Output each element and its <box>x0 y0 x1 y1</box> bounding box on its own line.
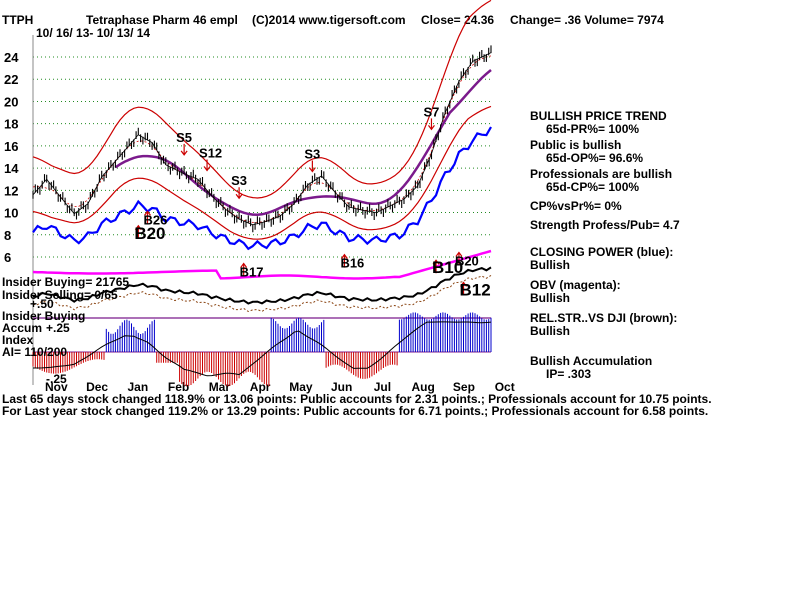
closing-power-label: CLOSING POWER (blue): <box>530 245 674 259</box>
lower-band-line <box>32 105 492 240</box>
signal-label-7: B17 <box>240 265 264 280</box>
signal-label-10: B10 <box>432 258 463 277</box>
y-tick-label-10: 10 <box>4 206 18 221</box>
y-tick-label-16: 16 <box>4 139 18 154</box>
accum-side-title: Bullish Accumulation <box>530 354 653 368</box>
change-volume: Change= .36 Volume= 7974 <box>510 13 664 27</box>
signal-arrow-3 <box>308 160 316 173</box>
x-tick-label-Jun: Jun <box>331 380 352 394</box>
ticker: TTPH <box>2 13 34 27</box>
upper-band-line <box>32 0 492 199</box>
pr-value: 65d-PR%= 100% <box>546 122 640 136</box>
y-tick-label-22: 22 <box>4 72 18 87</box>
y-tick-label-24: 24 <box>4 50 19 65</box>
pros-status: Professionals are bullish <box>530 167 673 181</box>
y-tick-label-14: 14 <box>4 161 19 176</box>
x-tick-label-May: May <box>289 380 313 394</box>
signal-arrow-11 <box>460 281 467 296</box>
obv-state: Bullish <box>530 291 571 305</box>
signal-label-6: B20 <box>134 224 165 243</box>
signal-label-8: B16 <box>340 256 364 271</box>
signal-arrow-7 <box>240 262 248 277</box>
signal-label-11: B12 <box>460 280 491 299</box>
signal-arrow-6 <box>134 224 142 239</box>
insider-buying-label: Insider Buying= 21765 <box>2 275 130 289</box>
x-tick-label-Jul: Jul <box>374 380 391 394</box>
rel-strength-line <box>32 266 492 305</box>
accum-title: Accum <box>2 321 43 335</box>
strength-value: Strength Profess/Pub= 4.7 <box>530 218 680 232</box>
moving-average-line <box>114 69 492 216</box>
signal-label-1: S12 <box>199 145 222 160</box>
signal-arrow-1 <box>203 159 211 172</box>
relstr-state: Bullish <box>530 324 571 338</box>
signal-arrow-8 <box>340 253 348 268</box>
cpvspr-value: CP%vsPr%= 0% <box>530 199 622 213</box>
signal-arrow-2 <box>235 187 243 200</box>
y-tick-label-18: 18 <box>4 117 18 132</box>
closing-power-line <box>32 126 492 251</box>
accum-ai-label: AI= 110/200 <box>2 345 68 359</box>
accum-index-label: Index <box>2 333 34 347</box>
x-tick-label-Apr: Apr <box>250 380 271 394</box>
y-tick-label-12: 12 <box>4 183 18 198</box>
insider-zero-label: +.50 <box>30 297 54 311</box>
y-tick-label-8: 8 <box>4 228 11 243</box>
signal-label-4: S7 <box>423 104 439 119</box>
close-value: Close= 24.36 <box>421 13 495 27</box>
signal-label-5: B26 <box>144 212 168 227</box>
y-tick-label-20: 20 <box>4 94 18 109</box>
y-tick-label-6: 6 <box>4 250 11 265</box>
ip-value: IP= .303 <box>546 367 592 381</box>
signal-label-3: S3 <box>304 147 320 162</box>
cp-value: 65d-CP%= 100% <box>546 180 640 194</box>
obv-line <box>32 249 492 280</box>
footer-line-2: For Last year stock changed 119.2% or 13… <box>2 404 709 418</box>
public-status: Public is bullish <box>530 138 622 152</box>
accum-plus-label: +.25 <box>46 321 70 335</box>
x-tick-label-Jan: Jan <box>128 380 149 394</box>
trend-title: BULLISH PRICE TREND <box>530 109 667 123</box>
signal-label-0: S5 <box>176 130 192 145</box>
signal-arrow-0 <box>180 143 188 156</box>
accum-minus-label: -.25 <box>46 372 67 386</box>
relstr-label: REL.STR..VS DJI (brown): <box>530 311 678 325</box>
insider-buying-label-2: Insider Buying <box>2 309 86 323</box>
date-range: 10/ 16/ 13- 10/ 13/ 14 <box>36 26 151 40</box>
signal-arrow-10 <box>432 259 440 274</box>
price-line <box>32 52 492 226</box>
signal-arrow-5 <box>144 210 151 225</box>
rel-strength-ma-line <box>32 274 492 313</box>
x-tick-label-Sep: Sep <box>453 380 475 394</box>
signal-arrow-9 <box>455 251 463 266</box>
x-tick-label-Dec: Dec <box>86 380 108 394</box>
op-value: 65d-OP%= 96.6% <box>546 151 644 165</box>
footer-line-1: Last 65 days stock changed 118.9% or 13.… <box>2 392 712 406</box>
signal-label-2: S3 <box>231 173 247 188</box>
signal-arrow-4 <box>427 118 435 131</box>
accum-ma-line <box>33 321 492 377</box>
closing-power-state: Bullish <box>530 258 571 272</box>
x-tick-label-Aug: Aug <box>412 380 435 394</box>
price-bars <box>32 45 492 233</box>
short-ma-line <box>32 55 492 223</box>
x-tick-label-Nov: Nov <box>45 380 68 394</box>
copyright: (C)2014 www.tigersoft.com <box>252 13 406 27</box>
signal-label-9: B20 <box>455 253 479 268</box>
side-panel: BULLISH PRICE TREND 65d-PR%= 100% Public… <box>530 110 680 381</box>
company-name: Tetraphase Pharm 46 empl <box>86 13 238 27</box>
obv-label: OBV (magenta): <box>530 278 621 292</box>
x-tick-label-Oct: Oct <box>495 380 515 394</box>
insider-selling-label: Insider Selling= 0/65 <box>2 288 118 302</box>
